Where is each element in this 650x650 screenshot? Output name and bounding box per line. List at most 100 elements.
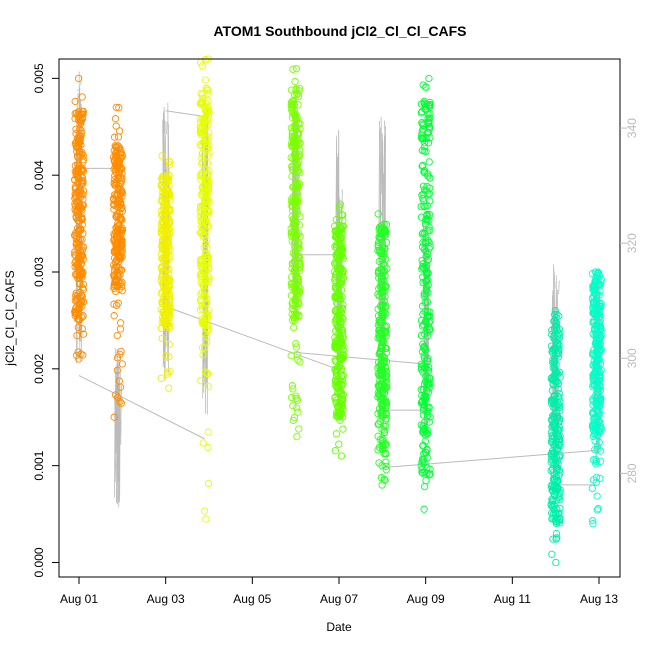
data-point	[197, 176, 205, 184]
data-point	[164, 308, 173, 316]
data-point	[292, 168, 300, 177]
data-point	[293, 197, 302, 206]
data-point	[78, 165, 86, 173]
data-point	[160, 199, 168, 207]
series-group	[330, 200, 348, 460]
data-point	[158, 152, 166, 160]
right-tick-label: 340	[625, 118, 639, 138]
data-point	[418, 465, 426, 474]
series-group	[196, 55, 213, 523]
data-point	[422, 393, 430, 401]
data-point	[77, 118, 85, 126]
data-point	[378, 442, 386, 450]
data-point	[380, 220, 388, 228]
data-point	[114, 299, 122, 307]
data-point	[203, 159, 212, 167]
x-axis: Aug 01 Aug 03 Aug 05 Aug 07 Aug 09 Aug 11 Aug …	[60, 576, 618, 606]
data-point	[377, 319, 385, 327]
data-point	[158, 318, 166, 327]
data-point	[110, 205, 118, 213]
series-group	[417, 74, 434, 513]
data-point	[162, 263, 170, 272]
data-point	[382, 332, 390, 340]
data-point	[552, 463, 561, 471]
data-point	[424, 110, 432, 118]
data-point	[78, 242, 86, 251]
data-point	[376, 436, 384, 444]
data-point	[201, 368, 210, 376]
data-point	[288, 228, 296, 236]
data-point	[331, 259, 339, 267]
data-point	[296, 358, 304, 366]
data-point	[548, 497, 556, 505]
data-point	[77, 270, 85, 279]
data-point	[112, 122, 120, 130]
y-axis: 0.000 0.001 0.002 0.003 0.004 0.005	[32, 63, 60, 577]
data-point	[293, 432, 301, 441]
data-point	[72, 310, 81, 318]
data-point	[166, 246, 174, 254]
data-point	[294, 92, 303, 101]
data-point	[424, 114, 432, 123]
data-point	[420, 330, 429, 338]
data-point	[380, 308, 388, 316]
data-point	[421, 220, 430, 228]
data-point	[426, 174, 434, 182]
data-point	[596, 400, 605, 408]
data-point	[291, 77, 299, 86]
data-point	[198, 160, 206, 168]
data-point	[375, 324, 384, 332]
data-point	[332, 261, 340, 269]
data-point	[556, 489, 564, 497]
data-point	[72, 199, 81, 207]
data-point	[78, 93, 86, 101]
data-point	[290, 135, 298, 144]
x-tick-label: Aug 11	[494, 592, 531, 606]
data-point	[163, 265, 171, 273]
data-point	[294, 408, 302, 416]
data-point	[379, 275, 387, 284]
data-point	[287, 291, 296, 300]
data-point	[593, 392, 602, 400]
data-point	[383, 265, 391, 273]
data-point	[425, 418, 433, 426]
data-point	[420, 351, 428, 360]
data-point	[418, 120, 427, 128]
data-point	[548, 330, 556, 339]
data-point	[419, 442, 427, 450]
data-point	[164, 247, 173, 256]
data-point	[292, 310, 300, 318]
data-point	[204, 259, 212, 268]
data-point	[548, 550, 556, 558]
data-point	[166, 161, 174, 169]
data-point	[593, 274, 601, 282]
data-point	[591, 382, 599, 390]
data-point	[160, 209, 168, 217]
data-point	[548, 397, 557, 405]
data-point	[196, 123, 204, 131]
data-point	[549, 440, 557, 448]
data-point	[377, 364, 386, 373]
data-point	[551, 323, 559, 332]
data-point	[588, 484, 596, 493]
data-point	[331, 447, 340, 455]
data-point	[593, 506, 601, 514]
series-group	[157, 152, 174, 392]
data-point	[158, 174, 166, 183]
data-point	[296, 169, 304, 177]
data-point	[418, 391, 426, 400]
data-point	[380, 426, 388, 434]
data-point	[203, 333, 211, 341]
data-point	[591, 368, 599, 376]
data-point	[117, 399, 126, 407]
data-point	[555, 441, 563, 449]
data-point	[296, 120, 304, 128]
data-point	[419, 273, 427, 281]
data-point	[198, 202, 206, 211]
data-point	[422, 448, 430, 457]
data-point	[162, 222, 170, 230]
data-point	[111, 391, 120, 399]
data-point	[549, 356, 557, 364]
data-point	[161, 193, 169, 202]
data-point	[111, 197, 119, 205]
